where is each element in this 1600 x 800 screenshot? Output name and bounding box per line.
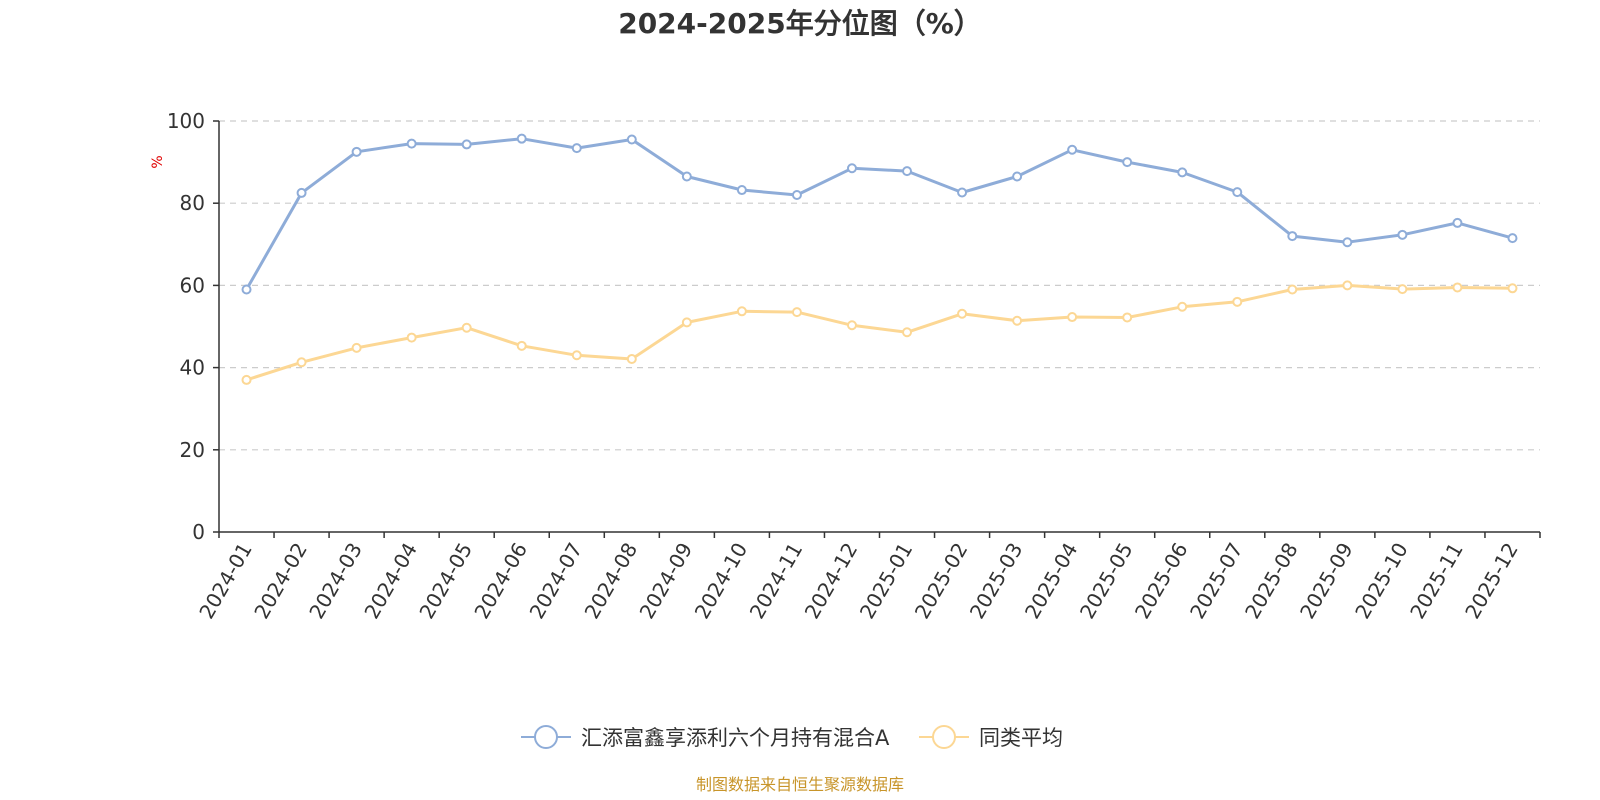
x-tick-label: 2024-07 [525,539,588,623]
data-point [1177,301,1188,312]
data-point [681,317,692,328]
x-tick-label: 2024-05 [414,539,477,623]
data-point [1287,231,1298,242]
data-point [1122,157,1133,168]
y-axis-unit-label: % [150,155,166,168]
data-point [1012,171,1023,182]
data-point [846,163,857,174]
x-tick-label: 2024-08 [580,539,643,623]
data-point [516,133,527,144]
chart-title: 2024-2025年分位图（%） [618,7,982,40]
x-tick-label: 2025-02 [910,539,973,623]
gridlines [219,120,1540,451]
y-tick-label: 20 [180,438,205,462]
data-point [571,350,582,361]
legend-item-2[interactable]: 同类平均 [919,725,1063,750]
data-point [406,332,417,343]
data-point [1342,237,1353,248]
data-point [1012,315,1023,326]
legend-label: 汇添富鑫享添利六个月持有混合A [581,726,890,750]
y-tick-label: 0 [192,520,205,544]
data-point [1177,167,1188,178]
x-tick-label: 2024-01 [194,539,257,623]
data-point [1342,280,1353,291]
data-point [296,187,307,198]
data-point [1067,144,1078,155]
data-point [902,166,913,177]
x-tick-label: 2025-07 [1185,539,1248,623]
x-tick-label: 2025-03 [965,539,1028,623]
y-tick-label: 100 [167,109,205,133]
series-2 [241,280,1518,385]
x-tick-label: 2024-02 [249,539,312,623]
data-point [902,327,913,338]
data-point [736,306,747,317]
x-tick-label: 2025-01 [855,539,918,623]
data-point [1452,282,1463,293]
data-point [1397,229,1408,240]
data-point [351,342,362,353]
x-tick-label: 2024-11 [745,539,808,623]
legend-marker-icon [932,725,956,749]
data-point [516,340,527,351]
x-axis-ticks: 2024-012024-022024-032024-042024-052024-… [194,532,1541,623]
series-lines [241,133,1518,385]
data-point [1232,187,1243,198]
x-tick-label: 2024-09 [635,539,698,623]
series-1 [241,133,1518,295]
x-tick-label: 2024-04 [359,539,422,623]
source-note: 制图数据来自恒生聚源数据库 [696,775,904,794]
data-point [846,320,857,331]
legend-item-1[interactable]: 汇添富鑫享添利六个月持有混合A [521,725,890,750]
x-tick-label: 2025-10 [1350,539,1413,623]
data-point [241,284,252,295]
data-point [1067,312,1078,323]
x-tick-label: 2025-06 [1130,539,1193,623]
data-point [406,138,417,149]
data-point [957,308,968,319]
data-point [1287,284,1298,295]
data-point [1232,296,1243,307]
data-point [626,134,637,145]
data-point [1397,284,1408,295]
data-point [571,143,582,154]
data-point [791,307,802,318]
x-tick-label: 2025-05 [1075,539,1138,623]
data-point [1452,217,1463,228]
x-tick-label: 2025-08 [1240,539,1303,623]
x-tick-label: 2024-10 [690,539,753,623]
x-tick-label: 2025-04 [1020,539,1083,623]
y-axis-ticks: 0 20 40 60 80 100 [167,109,219,544]
x-tick-label: 2025-11 [1405,539,1468,623]
y-tick-label: 40 [180,356,205,380]
y-tick-label: 60 [180,273,205,297]
axes [218,121,1540,533]
data-point [626,353,637,364]
data-point [736,185,747,196]
data-point [1122,312,1133,323]
x-tick-label: 2024-03 [304,539,367,623]
data-point [1507,283,1518,294]
x-tick-label: 2025-09 [1295,539,1358,623]
y-tick-label: 80 [180,191,205,215]
data-point [1507,233,1518,244]
legend[interactable]: 汇添富鑫享添利六个月持有混合A 同类平均 [521,725,1063,750]
data-point [241,374,252,385]
x-tick-label: 2024-12 [800,539,863,623]
x-tick-label: 2025-12 [1460,539,1523,623]
legend-marker-icon [534,725,558,749]
series-line [245,137,1513,291]
data-point [791,189,802,200]
data-point [351,146,362,157]
x-tick-label: 2024-06 [469,539,532,623]
data-point [681,171,692,182]
data-point [461,139,472,150]
legend-label: 同类平均 [979,726,1063,750]
data-point [461,322,472,333]
data-point [957,187,968,198]
data-point [296,357,307,368]
series-line [246,283,1513,382]
